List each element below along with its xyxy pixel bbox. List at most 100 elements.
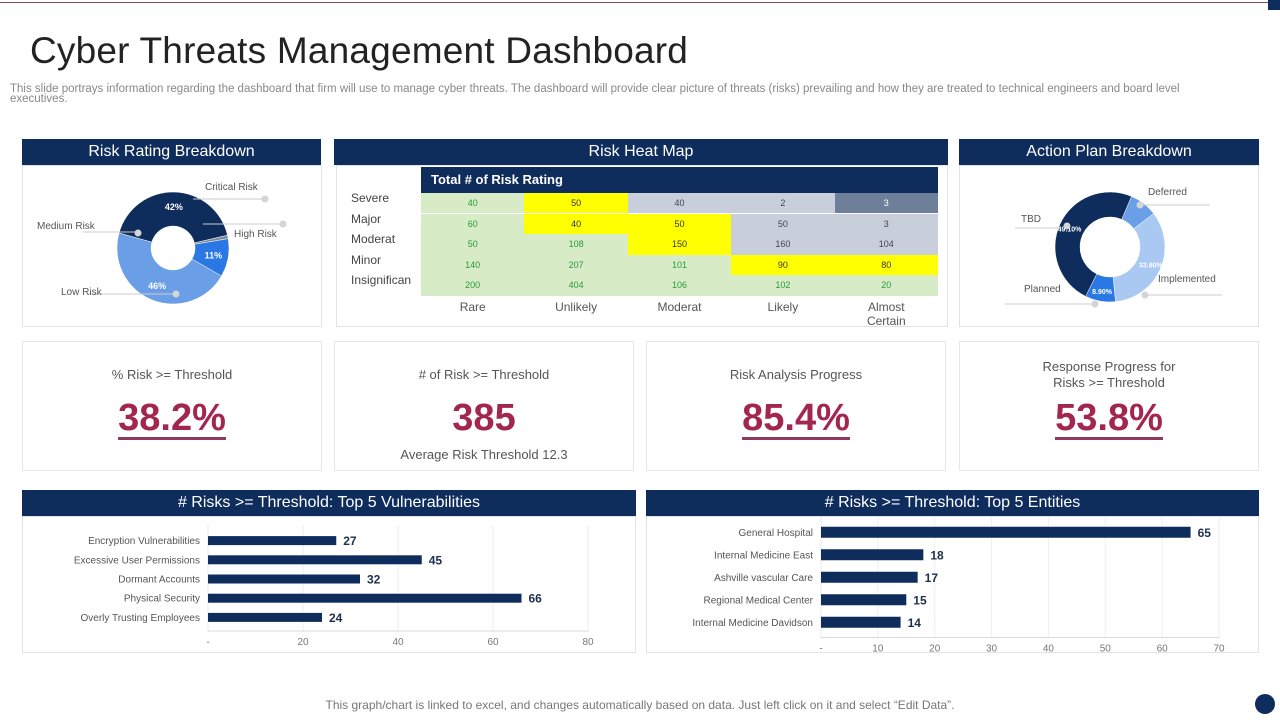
risk-rating-panel: 46% Low Risk 42% Medium Risk Critical Risk 11… [22,165,322,327]
x-tick-label: 40 [1043,644,1055,655]
bar-value-label: 24 [329,611,343,625]
heat-map-cell: 80 [834,254,938,276]
heat-map-cell: 3 [834,213,938,234]
heat-map-row-label: Insignifican [351,273,412,288]
bar-ashville-vascular-care [821,571,918,583]
kpi-label-line2: Risks >= Threshold [1053,375,1165,390]
heat-map-column-label: Rare [459,300,486,314]
heat-map-cell: 207 [524,254,628,276]
category-label: Internal Medicine Davidson [692,618,813,629]
slice-label-planned: Planned [1024,284,1061,295]
category-label: Internal Medicine East [714,550,813,561]
heat-map-cell: 404 [524,275,628,296]
category-label: Overly Trusting Employees [81,613,201,624]
bar-excessive-user-permissions [208,555,422,565]
kpi-risk-count-card: # of Risk >= Threshold 385 Average Risk … [334,341,634,471]
bar-value-label: 65 [1198,526,1212,540]
leader-dot [1136,201,1144,209]
heat-map-row-label: Moderat [351,232,396,247]
bar-value-label: 17 [925,571,939,585]
slice-label-tbd: TBD [1021,214,1041,225]
slice-label-critical-risk: Critical Risk [205,182,259,193]
heat-map-cell: 3 [834,193,938,214]
data-label-implemented: 33.80% [1139,263,1164,270]
kpi-response-progress-card: Response Progress for Risks >= Threshold… [959,341,1259,471]
x-tick-label: - [819,644,822,655]
x-tick-label: 70 [1213,644,1225,655]
x-tick-label: 30 [986,644,998,655]
kpi-value[interactable]: 38.2% [118,397,226,440]
vulnerabilities-panel: - 20 40 60 80 Encryption Vulnerabilities 27 Exc… [22,516,636,653]
heat-map-cell: 102 [731,275,835,296]
kpi-value[interactable]: 53.8% [1055,397,1163,440]
bar-value-label: 14 [908,616,922,630]
heat-map-cell: 90 [731,254,835,276]
footer-note: This graph/chart is linked to excel, and… [325,698,955,712]
category-label: Physical Security [124,594,200,605]
donut-slice-medium-risk [118,191,228,244]
risk-rating-header: Risk Rating Breakdown [22,139,321,165]
vulnerabilities-bar-chart[interactable]: - 20 40 60 80 Encryption Vulnerabilities 27 Exc… [23,517,637,654]
donut-slice-implemented [1112,213,1166,302]
data-label-planned: 8.90% [1092,289,1113,296]
page-title: Cyber Threats Management Dashboard [30,30,689,71]
heat-map-cell: 20 [834,275,938,296]
category-label: Dormant Accounts [118,575,200,586]
entities-panel: - 10 20 30 40 50 60 70 General Hospital 65 Interna… [646,515,1260,655]
heat-map-row-label: Minor [351,252,382,267]
heat-map-column-label: Almost Certain [866,300,906,328]
heat-map-row-label: Major [351,211,382,226]
entities-header: # Risks >= Threshold: Top 5 Entities [646,490,1259,516]
bar-internal-medicine-east [821,549,924,561]
bar-value-label: 18 [930,548,944,562]
kpi-label-line1: Response Progress for [1042,359,1176,374]
action-plan-panel: Deferred 33.80% Implemented 8.90% Planned 49.… [959,165,1259,327]
x-tick-label: 60 [1157,644,1169,655]
slice-label-implemented: Implemented [1158,274,1216,285]
data-label-low-risk: 46% [148,281,166,291]
heat-map-column-label: Unlikely [555,300,598,314]
slice-label-deferred: Deferred [1148,187,1187,198]
entities-bar-chart[interactable]: - 10 20 30 40 50 60 70 General Hospital 65 Interna… [647,515,1260,655]
slice-label-medium-risk: Medium Risk [37,221,96,232]
leader-dot [134,229,142,237]
bar-value-label: 45 [429,553,443,567]
slice-label-low-risk: Low Risk [61,287,103,298]
leader-dot [261,195,269,203]
heat-map-cell: 50 [524,193,628,214]
heat-map-title: Total # of Risk Rating [421,167,938,193]
heat-map-cell: 160 [731,234,835,255]
heat-map-cell: 40 [627,193,732,214]
data-label-medium-risk: 42% [165,202,183,212]
donut-slice-high-risk [191,238,230,277]
corner-decoration [1268,0,1280,10]
kpi-label: % Risk >= Threshold [111,367,233,382]
heat-map-cell: 108 [524,234,628,255]
leader-dot [172,290,180,298]
heat-map-cell: 50 [421,234,525,255]
kpi-analysis-progress-card: Risk Analysis Progress 85.4% [646,341,946,471]
heat-map-row-label: Severe [351,191,390,205]
page-subtitle: This slide portrays information regardin… [10,83,1180,105]
kpi-label: # of Risk >= Threshold [418,367,550,382]
action-plan-header: Action Plan Breakdown [959,139,1259,165]
bar-dormant-accounts [208,574,360,584]
data-label-tbd: 49.10% [1058,226,1083,233]
top-rule [0,2,1268,3]
vulnerabilities-header: # Risks >= Threshold: Top 5 Vulnerabilit… [22,490,636,516]
heat-map-cell: 200 [421,275,525,296]
kpi-label: Risk Analysis Progress [729,367,863,382]
heat-map-cell: 106 [627,275,732,296]
kpi-value[interactable]: 85.4% [742,397,850,440]
data-label-high-risk: 11% [205,250,223,260]
x-tick-label: 80 [582,637,594,648]
x-tick-label: 60 [487,637,499,648]
bar-encryption-vulnerabilities [208,536,337,546]
x-tick-label: 50 [1100,644,1112,655]
heat-map-cell: 40 [524,213,628,234]
action-plan-donut-chart[interactable]: Deferred 33.80% Implemented 8.90% Planned 49.… [960,166,1260,328]
risk-rating-donut-chart[interactable]: 46% Low Risk 42% Medium Risk Critical Risk 11… [23,166,323,328]
category-label: Ashville vascular Care [714,573,813,584]
x-tick-label: 40 [392,637,404,648]
leader-dot [1091,300,1099,308]
